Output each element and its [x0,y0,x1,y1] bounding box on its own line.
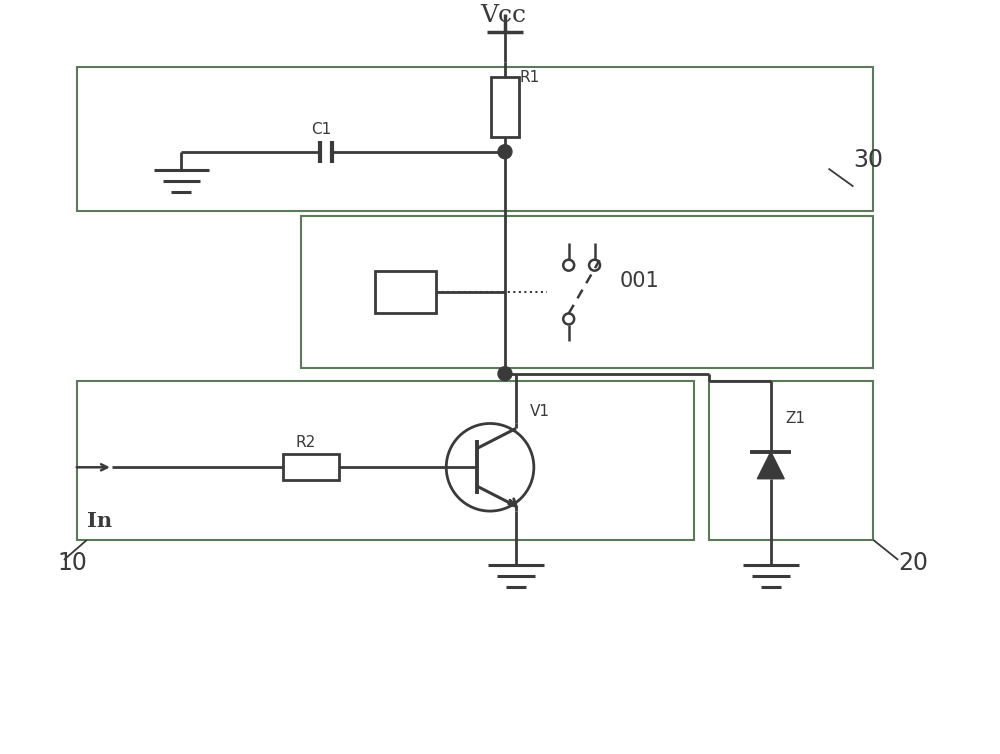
Text: Z1: Z1 [786,412,806,427]
Bar [283,455,339,480]
Bar [77,381,694,540]
Text: 30: 30 [853,148,883,172]
Bar [491,77,519,136]
Text: Vcc: Vcc [480,5,526,27]
Text: R2: R2 [296,435,316,450]
Text: 10: 10 [57,551,87,575]
Text: C1: C1 [311,122,331,136]
Circle shape [498,366,512,381]
Circle shape [498,145,512,158]
Text: 001: 001 [619,271,659,291]
Bar [301,216,873,368]
Text: In: In [87,511,112,531]
Bar [709,381,873,540]
Polygon shape [757,452,784,479]
Text: V1: V1 [530,403,550,418]
Text: 20: 20 [898,551,928,575]
Bar [375,271,436,313]
Bar [77,67,873,211]
Text: R1: R1 [520,70,540,85]
